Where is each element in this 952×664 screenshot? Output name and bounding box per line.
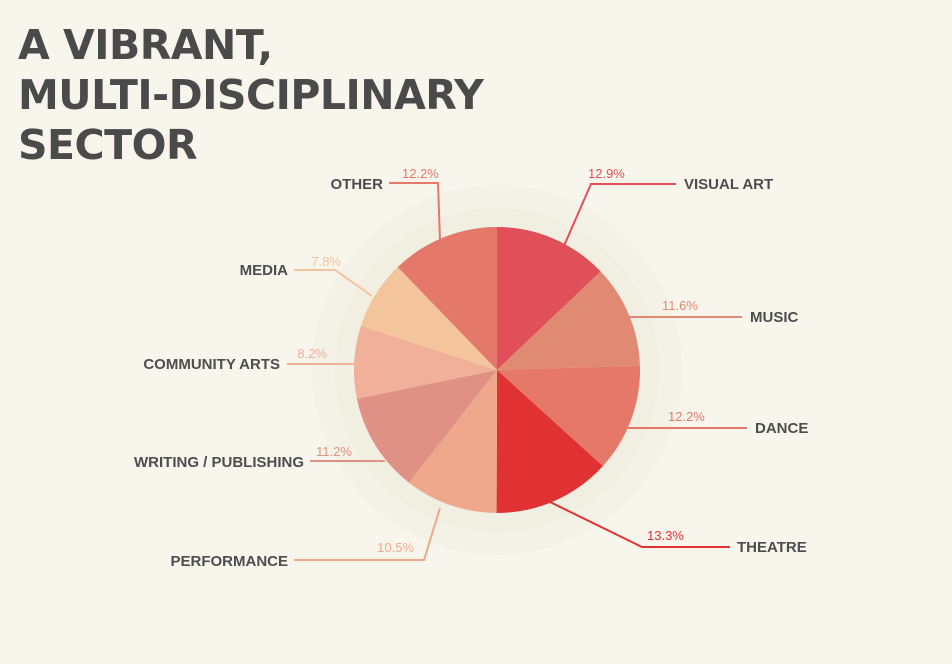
pie-slice-community-arts <box>353 325 497 399</box>
percent-label-other: 12.2% <box>402 166 439 181</box>
category-label-performance: PERFORMANCE <box>170 553 288 570</box>
pie-slice-visual-art <box>497 227 601 370</box>
percent-label-performance: 10.5% <box>377 540 414 555</box>
page-title: A VIBRANT, MULTI-DISCIPLINARY SECTOR <box>18 20 484 170</box>
category-label-dance: DANCE <box>755 420 808 437</box>
leader-line-other <box>389 182 441 241</box>
percent-label-community-arts: 8.2% <box>297 346 327 361</box>
category-label-visual-art: VISUAL ART <box>684 176 773 193</box>
leader-line-media <box>294 269 373 297</box>
percent-label-music: 11.6% <box>662 298 698 313</box>
pie-slice-music <box>497 271 640 370</box>
category-label-other: OTHER <box>331 176 384 193</box>
percent-label-visual-art: 12.9% <box>588 166 625 181</box>
title-line-2: MULTI-DISCIPLINARY <box>18 71 484 119</box>
leader-line-visual-art <box>559 183 676 256</box>
percent-label-writing-publishing: 11.2% <box>316 444 352 459</box>
category-label-media: MEDIA <box>240 262 289 279</box>
pie-slice-other <box>397 227 497 370</box>
percent-label-dance: 12.2% <box>668 409 705 424</box>
leader-line-theatre <box>549 501 730 548</box>
percent-label-theatre: 13.3% <box>647 528 684 543</box>
pie-slice-dance <box>497 365 641 467</box>
pie-slice-theatre <box>496 370 603 514</box>
category-label-writing-publishing: WRITING / PUBLISHING <box>134 454 304 471</box>
pie-slice-performance <box>408 370 497 513</box>
percent-label-media: 7.8% <box>311 254 341 269</box>
category-label-community-arts: COMMUNITY ARTS <box>143 356 280 373</box>
slice-labels: 12.9% VISUAL ART 11.6% MUSIC 12.2% DANCE 13.3%… <box>134 166 808 570</box>
pie-slices <box>353 227 641 514</box>
leader-lines <box>287 182 747 561</box>
pie-slice-writing-publishing <box>356 370 497 483</box>
pie-slice-media <box>360 267 497 370</box>
leader-line-performance <box>294 507 441 561</box>
title-line-1: A VIBRANT, <box>18 21 273 69</box>
category-label-music: MUSIC <box>750 309 799 326</box>
category-label-theatre: THEATRE <box>737 539 807 556</box>
title-line-3: SECTOR <box>18 121 198 169</box>
